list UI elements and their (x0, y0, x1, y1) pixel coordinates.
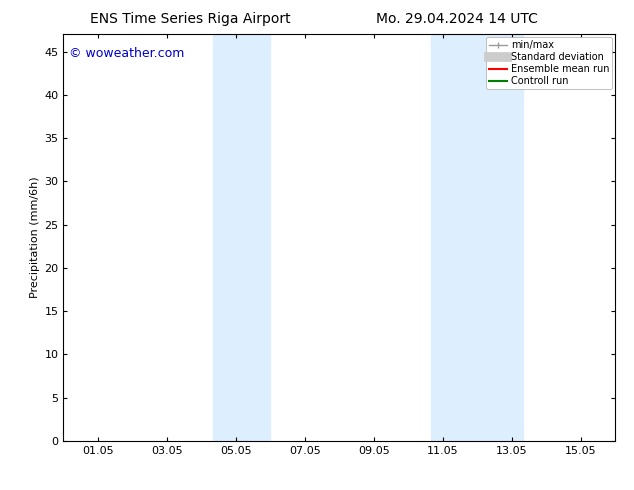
Bar (431, 34, 523, 441)
Text: ENS Time Series Riga Airport: ENS Time Series Riga Airport (90, 12, 290, 26)
Text: © woweather.com: © woweather.com (69, 47, 184, 59)
Legend: min/max, Standard deviation, Ensemble mean run, Controll run: min/max, Standard deviation, Ensemble me… (486, 37, 612, 89)
Bar (212, 34, 270, 441)
Y-axis label: Precipitation (mm/6h): Precipitation (mm/6h) (30, 177, 40, 298)
Text: Mo. 29.04.2024 14 UTC: Mo. 29.04.2024 14 UTC (375, 12, 538, 26)
